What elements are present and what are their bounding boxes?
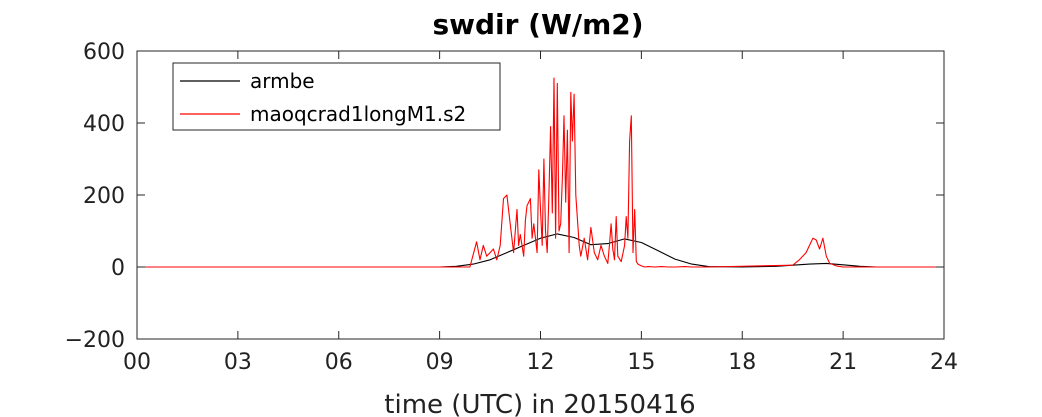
y-tick-label: −200 [65,328,125,353]
x-tick-label: 12 [527,350,555,375]
x-tick-label: 21 [829,350,857,375]
legend-label-armbe: armbe [250,69,315,93]
series-line-maoqcrad [137,77,944,268]
y-tick-label: 600 [83,40,125,65]
series-layer [137,77,944,268]
x-tick-label: 15 [627,350,655,375]
x-axis-label: time (UTC) in 20150416 [384,390,695,417]
x-tick-label: 24 [930,350,958,375]
x-tick-label: 03 [224,350,252,375]
x-tick-label: 00 [123,350,151,375]
x-tick-label: 09 [426,350,454,375]
y-tick-label: 400 [83,112,125,137]
y-tick-label: 200 [83,184,125,209]
legend-box [172,62,501,131]
ticks-layer: 00 03 06 09 12 15 18 21 24 −200 0 200 400 600 [65,40,958,375]
x-tick-label: 18 [728,350,756,375]
y-tick-label: 0 [111,256,125,281]
x-tick-label: 06 [325,350,353,375]
chart-title: swdir (W/m2) [432,8,643,41]
legend: armbe maoqcrad1longM1.s2 [172,62,501,131]
legend-label-maoqcrad: maoqcrad1longM1.s2 [250,102,466,126]
